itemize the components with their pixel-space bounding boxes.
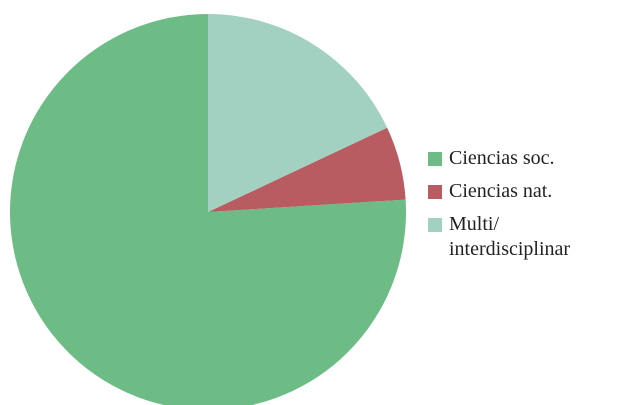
legend-item: Ciencias nat. (428, 179, 618, 204)
legend-swatch (428, 185, 442, 199)
legend-label: Ciencias soc. (449, 147, 555, 169)
legend: Ciencias soc. Ciencias nat. Multi/ interdi… (428, 146, 618, 270)
legend-label: Ciencias nat. (449, 180, 553, 202)
pie-slice (208, 127, 406, 212)
legend-item: Ciencias soc. (428, 146, 618, 171)
legend-item: Multi/ interdisciplinar (428, 212, 618, 262)
legend-label: Multi/ interdisciplinar (449, 213, 571, 260)
pie-slice (208, 14, 388, 212)
pie-slice (10, 14, 406, 405)
legend-swatch (428, 152, 442, 166)
legend-swatch (428, 218, 442, 232)
